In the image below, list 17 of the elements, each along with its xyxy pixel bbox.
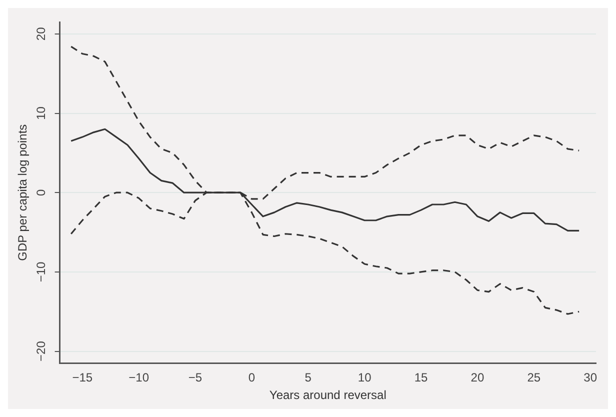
x-tick-label: −15 xyxy=(72,370,93,385)
y-tick-label: −20 xyxy=(34,340,48,362)
x-tick-label: 10 xyxy=(358,370,372,385)
x-tick-label: −5 xyxy=(188,370,202,385)
y-tick-label: 20 xyxy=(34,26,48,41)
y-tick-label: 10 xyxy=(34,106,48,120)
y-axis-title: GDP per capita log points xyxy=(16,124,30,261)
x-tick-label: 15 xyxy=(414,370,428,385)
x-tick-label: 5 xyxy=(304,370,312,385)
x-tick-label: 0 xyxy=(248,370,256,385)
x-tick-label: 30 xyxy=(584,370,598,385)
x-tick-label: −10 xyxy=(128,370,150,385)
x-axis-title: Years around reversal xyxy=(269,388,386,402)
x-tick-label: 25 xyxy=(527,370,541,385)
y-tick-label: −10 xyxy=(34,261,48,282)
x-tick-label: 20 xyxy=(470,370,484,385)
y-tick-label: 0 xyxy=(34,188,48,196)
